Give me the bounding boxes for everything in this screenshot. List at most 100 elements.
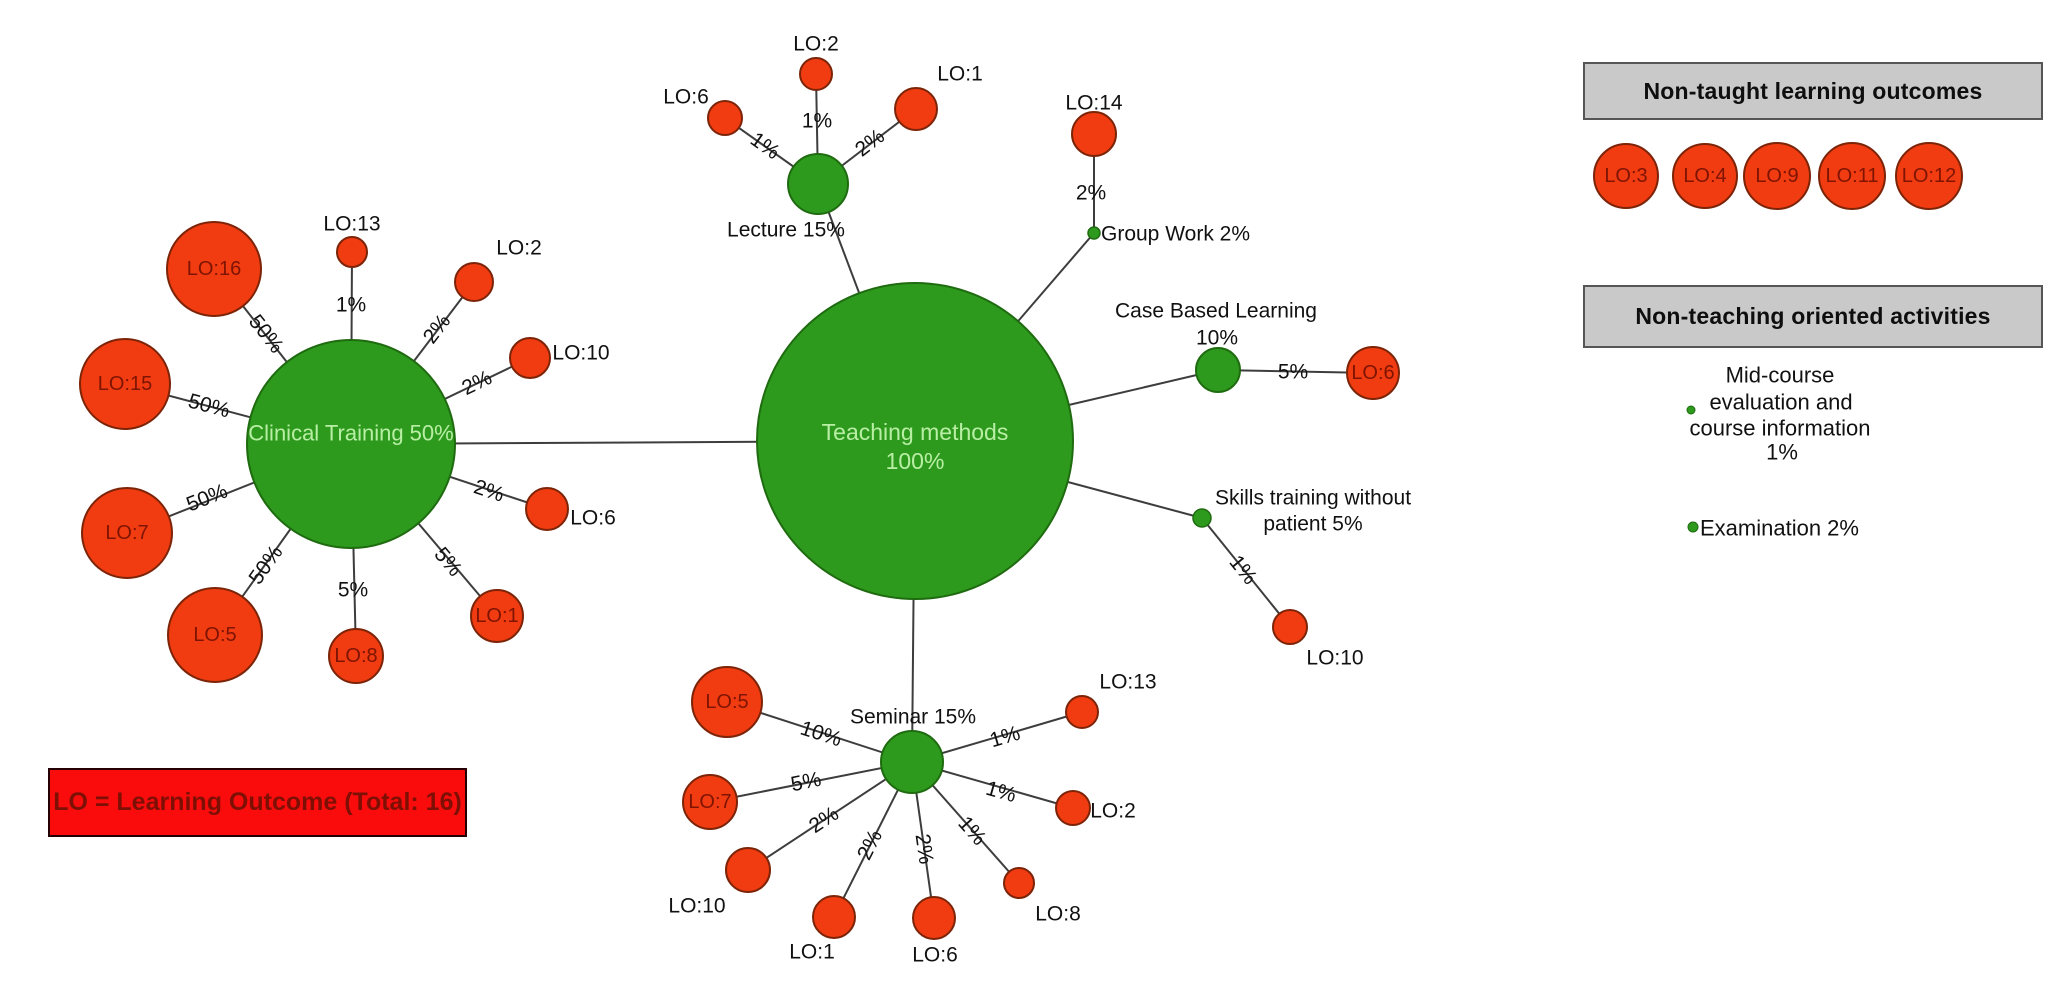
node-groupwork bbox=[1087, 226, 1101, 240]
node-s1 bbox=[812, 895, 856, 939]
node-label-l6: LO:6 bbox=[663, 86, 709, 109]
node-s10 bbox=[725, 847, 771, 893]
node-leg3 bbox=[1593, 143, 1659, 209]
edge-label-casebased-cb6: 5% bbox=[1278, 361, 1308, 384]
label-mid-course-evaluation: evaluation and bbox=[1709, 390, 1852, 415]
edge-label-seminar-s6: 2% bbox=[910, 832, 937, 865]
edge-skills-sk10 bbox=[1201, 517, 1291, 628]
label-examination: Examination 2% bbox=[1700, 516, 1859, 541]
edge-label-lecture-l1: 2% bbox=[851, 125, 889, 162]
node-teaching bbox=[756, 282, 1074, 600]
node-label-c13: LO:13 bbox=[323, 213, 380, 236]
edge-label-lecture-l6: 1% bbox=[746, 128, 784, 164]
node-label-s10: LO:10 bbox=[668, 895, 725, 918]
node-label-g14: LO:14 bbox=[1065, 92, 1123, 115]
node-label-leg4: LO:4 bbox=[1683, 165, 1726, 187]
node-l6 bbox=[707, 100, 743, 136]
edge-label-groupwork-g14: 2% bbox=[1076, 182, 1106, 205]
edge-label-clinical-c5: 50% bbox=[244, 541, 287, 589]
node-label-c16: LO:16 bbox=[187, 258, 241, 280]
node-label-skills: patient 5% bbox=[1263, 513, 1362, 536]
node-label-casebased: Case Based Learning bbox=[1115, 300, 1317, 323]
label-mid-course-evaluation: Mid-course bbox=[1726, 363, 1835, 388]
node-cb6 bbox=[1346, 346, 1400, 400]
edge-label-clinical-c10: 2% bbox=[458, 366, 495, 400]
edge-seminar-s10 bbox=[747, 761, 913, 871]
edge-label-clinical-c15: 50% bbox=[186, 389, 233, 422]
node-label-s5: LO:5 bbox=[705, 691, 748, 713]
node-label-c7: LO:7 bbox=[105, 522, 148, 544]
edge-label-seminar-s5: 10% bbox=[797, 717, 844, 752]
node-label-s7: LO:7 bbox=[688, 791, 731, 813]
node-c6 bbox=[525, 487, 569, 531]
node-label-c10: LO:10 bbox=[552, 342, 609, 365]
dot-mid-course-evaluation bbox=[1686, 405, 1696, 415]
edge-label-seminar-s7: 5% bbox=[789, 768, 823, 796]
edge-label-clinical-c2: 2% bbox=[419, 310, 456, 348]
node-label-c1: LO:1 bbox=[475, 605, 518, 627]
edge-label-seminar-s10: 2% bbox=[805, 802, 843, 838]
non-taught-legend-title: Non-taught learning outcomes bbox=[1643, 77, 1983, 104]
node-label-groupwork: Group Work 2% bbox=[1101, 223, 1250, 246]
label-mid-course-evaluation: 1% bbox=[1766, 440, 1798, 465]
node-label-s2: LO:2 bbox=[1090, 800, 1136, 823]
learning-outcome-key-text: LO = Learning Outcome (Total: 16) bbox=[53, 788, 462, 816]
label-mid-course-evaluation: course information bbox=[1690, 416, 1871, 441]
edge-label-clinical-c7: 50% bbox=[183, 480, 231, 517]
node-s7 bbox=[682, 774, 738, 830]
node-c5 bbox=[167, 587, 263, 683]
edge-label-clinical-c16: 50% bbox=[244, 310, 288, 357]
node-c13 bbox=[336, 236, 368, 268]
node-label-seminar: Seminar 15% bbox=[850, 706, 976, 729]
node-leg9 bbox=[1743, 142, 1811, 210]
node-c15 bbox=[79, 338, 171, 430]
node-leg4 bbox=[1672, 143, 1738, 209]
edge-label-clinical-c13: 1% bbox=[336, 294, 366, 317]
node-label-teaching: Teaching methods bbox=[822, 419, 1009, 445]
node-label-c2: LO:2 bbox=[496, 237, 542, 260]
edge-label-seminar-s2: 1% bbox=[983, 777, 1018, 807]
edge-label-seminar-s1: 2% bbox=[853, 826, 887, 863]
node-label-s6: LO:6 bbox=[912, 944, 958, 967]
node-label-sk10: LO:10 bbox=[1306, 647, 1363, 670]
node-label-leg12: LO:12 bbox=[1902, 165, 1956, 187]
node-s13 bbox=[1065, 695, 1099, 729]
node-label-s1: LO:1 bbox=[789, 941, 835, 964]
edge-label-clinical-c6: 2% bbox=[471, 475, 507, 506]
node-label-leg3: LO:3 bbox=[1604, 165, 1647, 187]
node-label-skills: Skills training without bbox=[1215, 487, 1411, 510]
learning-outcome-key-box: LO = Learning Outcome (Total: 16) bbox=[48, 768, 467, 837]
node-label-c8: LO:8 bbox=[334, 645, 377, 667]
node-label-c6: LO:6 bbox=[570, 507, 616, 530]
node-leg12 bbox=[1895, 142, 1963, 210]
node-label-teaching: 100% bbox=[886, 448, 945, 474]
non-teaching-legend-box: Non-teaching oriented activities bbox=[1583, 285, 2043, 348]
edge-label-clinical-c8: 5% bbox=[338, 579, 368, 602]
node-seminar bbox=[880, 730, 944, 794]
edge-label-lecture-l2: 1% bbox=[802, 110, 832, 133]
node-clinical bbox=[246, 339, 456, 549]
node-s2 bbox=[1055, 790, 1091, 826]
node-l1 bbox=[894, 87, 938, 131]
node-c16 bbox=[166, 221, 262, 317]
node-label-c5: LO:5 bbox=[193, 624, 236, 646]
node-s5 bbox=[691, 666, 763, 738]
node-g14 bbox=[1071, 111, 1117, 157]
node-c1 bbox=[470, 589, 524, 643]
node-label-clinical: Clinical Training 50% bbox=[248, 421, 453, 446]
node-casebased bbox=[1195, 347, 1241, 393]
dot-examination bbox=[1687, 521, 1699, 533]
node-label-s13: LO:13 bbox=[1099, 671, 1156, 694]
edge-seminar-s7 bbox=[709, 761, 913, 803]
node-s6 bbox=[912, 896, 956, 940]
non-teaching-legend-title: Non-teaching oriented activities bbox=[1635, 303, 1991, 329]
node-lecture bbox=[787, 153, 849, 215]
node-c7 bbox=[81, 487, 173, 579]
node-label-c15: LO:15 bbox=[98, 373, 152, 395]
node-label-casebased: 10% bbox=[1196, 327, 1238, 350]
node-label-leg11: LO:11 bbox=[1826, 165, 1879, 187]
node-c8 bbox=[328, 628, 384, 684]
node-label-l2: LO:2 bbox=[793, 33, 839, 56]
